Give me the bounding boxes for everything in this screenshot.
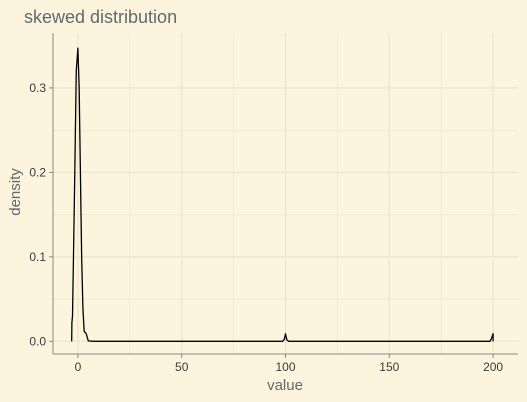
x-axis-title: value <box>267 377 303 394</box>
density-line-0 <box>71 47 494 342</box>
chart-title: skewed distribution <box>24 7 177 27</box>
x-tick-label: 150 <box>379 360 399 374</box>
series-layer <box>71 47 494 342</box>
y-axis-title: density <box>7 168 24 216</box>
y-tick-label: 0.3 <box>29 81 46 95</box>
grid-major <box>53 33 518 354</box>
x-tick-label: 50 <box>175 360 189 374</box>
x-tick-label: 0 <box>75 360 82 374</box>
y-tick-label: 0.2 <box>29 165 46 179</box>
y-tick-label: 0.0 <box>29 334 46 348</box>
x-tick-label: 200 <box>483 360 503 374</box>
ticks-layer: 0 50 100 150 200 0.0 0.1 0.2 0.3 <box>29 81 503 374</box>
x-tick-label: 100 <box>275 360 295 374</box>
y-tick-label: 0.1 <box>29 250 46 264</box>
